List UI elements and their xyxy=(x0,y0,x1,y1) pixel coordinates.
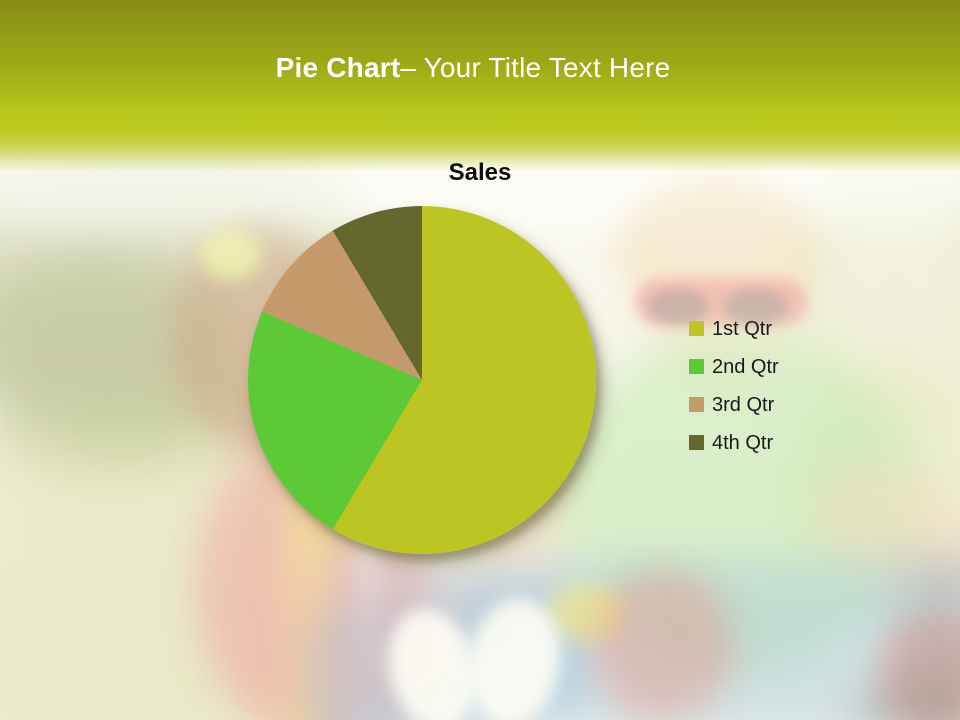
photo-girl-scrunchie xyxy=(200,228,262,280)
slide-title-topic: Pie Chart xyxy=(275,52,401,83)
legend-label: 4th Qtr xyxy=(712,432,774,454)
legend-swatch xyxy=(689,397,704,412)
legend-label: 1st Qtr xyxy=(712,318,773,340)
photo-sunglass-lens-left xyxy=(648,288,708,326)
legend-swatch xyxy=(689,321,704,336)
photo-red-sneaker xyxy=(590,568,735,720)
legend-item[interactable]: 3rd Qtr xyxy=(689,394,779,417)
legend-item[interactable]: 4th Qtr xyxy=(689,432,779,455)
legend-label: 2nd Qtr xyxy=(712,356,779,378)
photo-book-yellow-detail xyxy=(545,585,627,641)
slide-title-placeholder: – Your Title Text Here xyxy=(400,52,671,83)
chart-title: Sales xyxy=(448,159,512,186)
legend-item[interactable]: 1st Qtr xyxy=(689,318,779,341)
chart-legend: 1st Qtr 2nd Qtr 3rd Qtr 4th Qtr xyxy=(689,318,779,470)
legend-swatch xyxy=(689,435,704,450)
pie-graphic[interactable] xyxy=(248,206,596,554)
legend-swatch xyxy=(689,359,704,374)
header-banner: Pie Chart– Your Title Text Here xyxy=(0,0,960,172)
photo-boy-sunglasses xyxy=(635,278,807,326)
legend-label: 3rd Qtr xyxy=(712,394,775,416)
legend-item[interactable]: 2nd Qtr xyxy=(689,356,779,379)
slide-title: Pie Chart– Your Title Text Here xyxy=(0,52,946,84)
photo-sunglass-lens-right xyxy=(725,288,787,326)
